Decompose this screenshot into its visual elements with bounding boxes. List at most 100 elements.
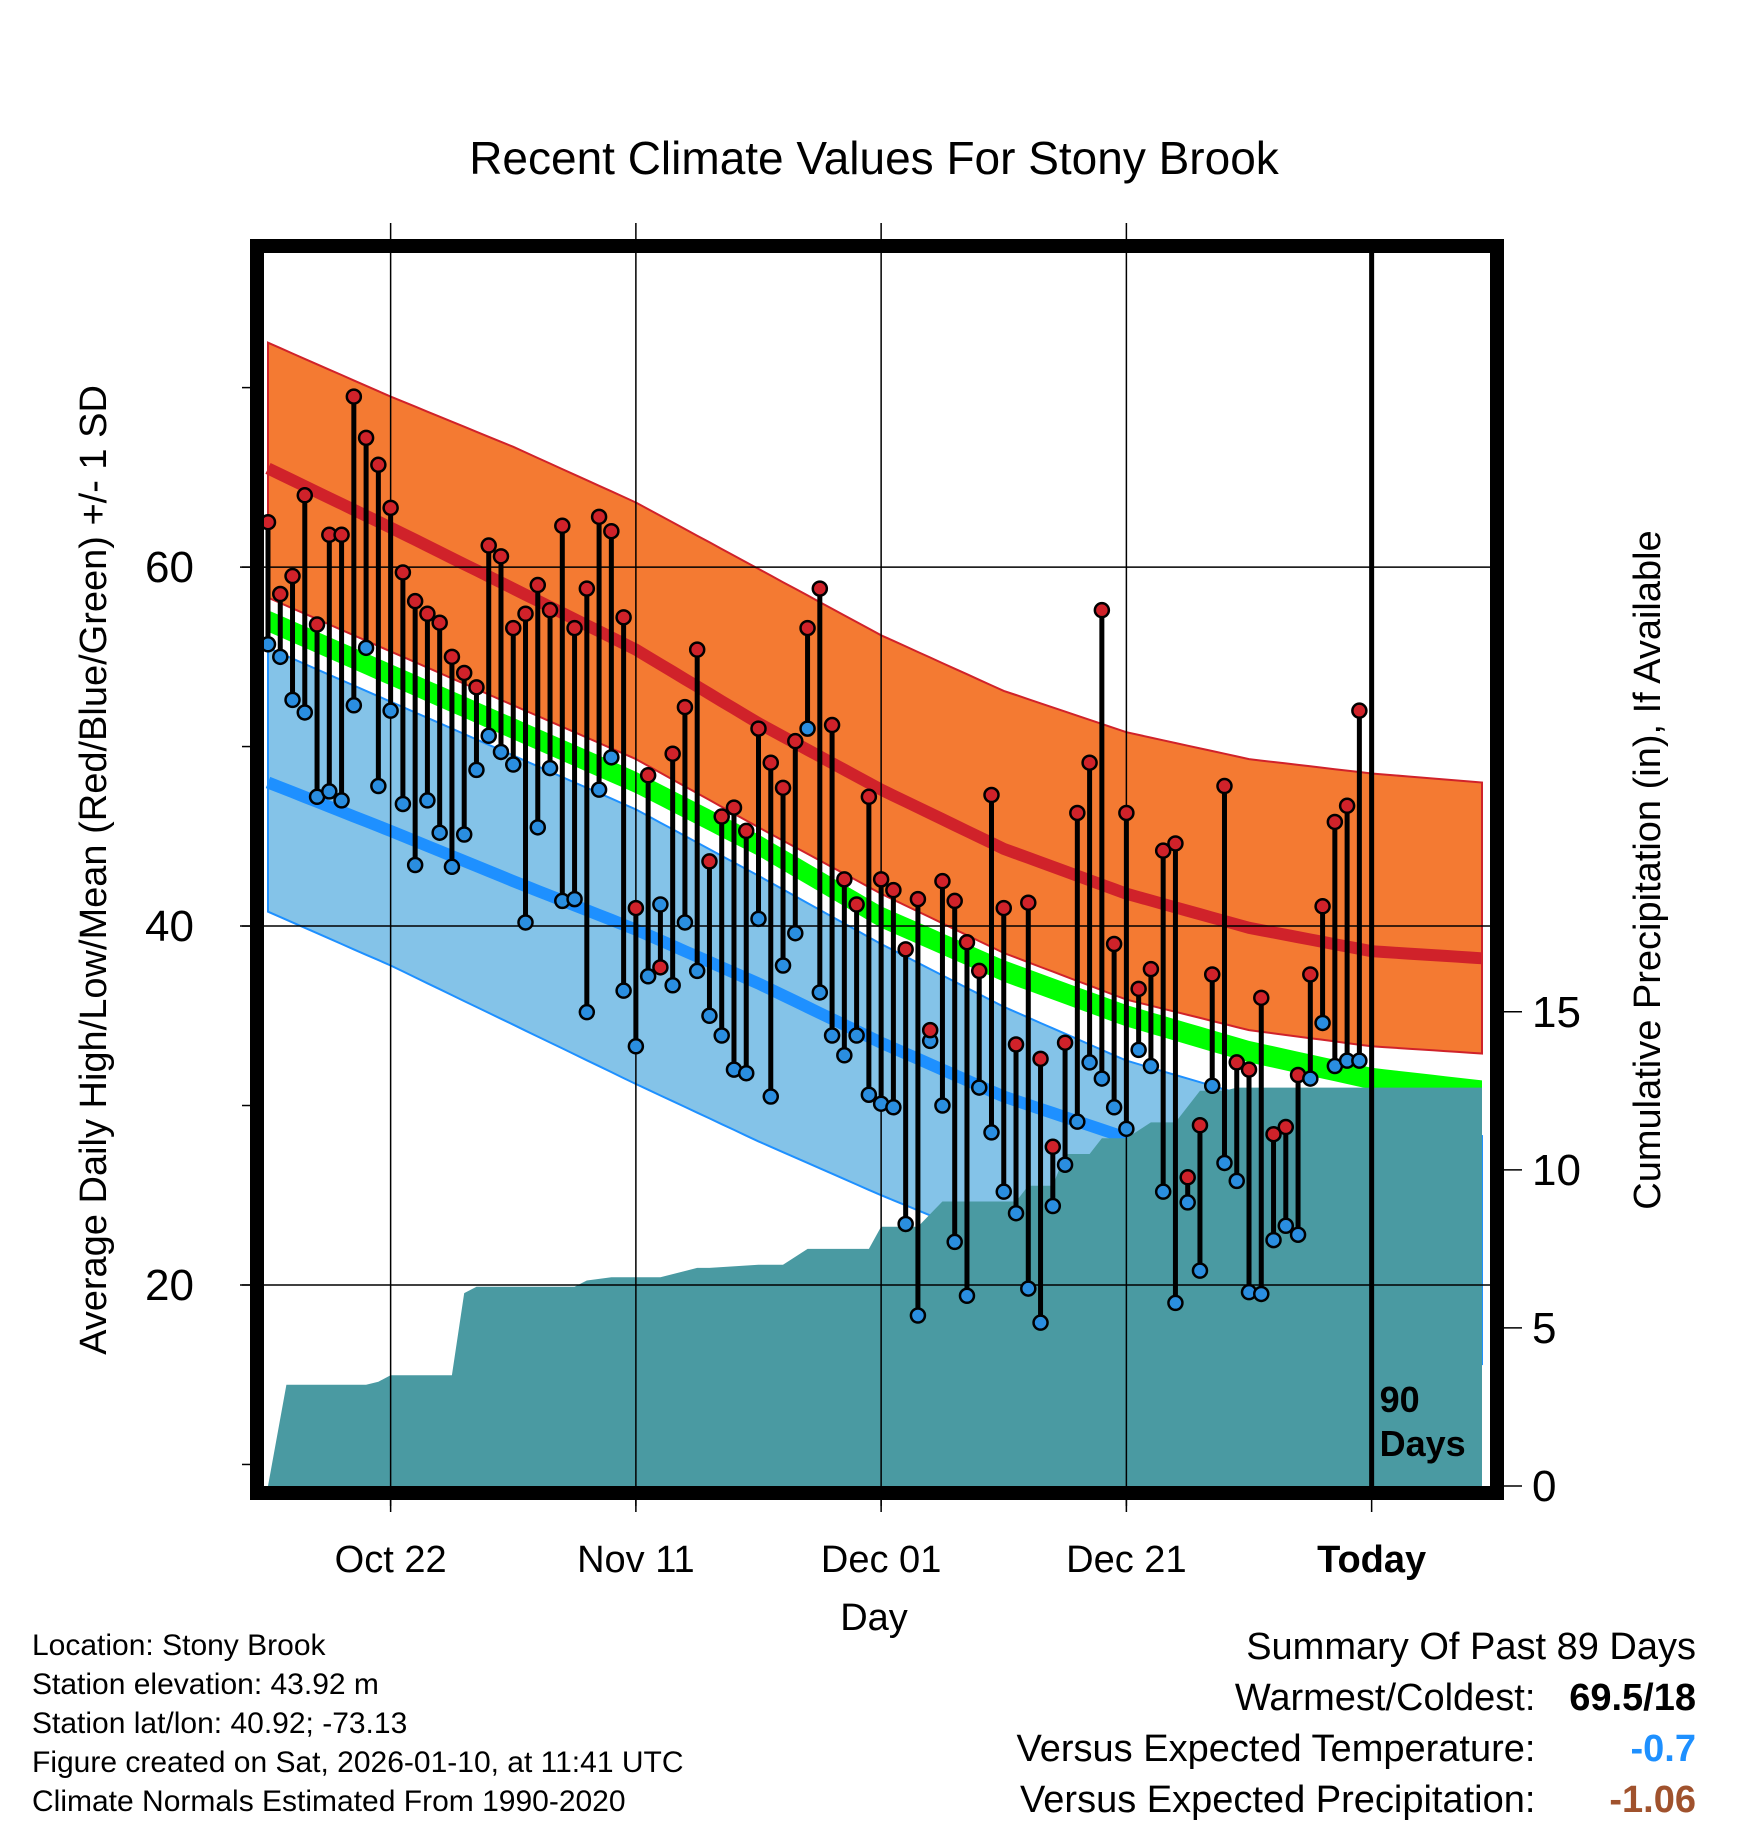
observed-low-point — [688, 962, 706, 980]
observed-high-point — [419, 605, 436, 622]
observed-high-point — [333, 526, 350, 544]
info-elevation: Station elevation: 43.92 m — [32, 1668, 379, 1701]
observed-high-point — [909, 890, 927, 908]
observed-low-point — [1289, 1226, 1307, 1243]
y-left-tick-label: 60 — [145, 543, 194, 592]
y-right-tick-label: 10 — [1532, 1146, 1581, 1195]
observed-high-point — [872, 871, 890, 888]
observed-high-point — [468, 679, 485, 696]
observed-high-point — [1007, 1036, 1025, 1053]
observed-high-point — [517, 605, 534, 622]
y-gridlines — [240, 566, 1490, 1286]
observed-high-point — [1130, 980, 1147, 998]
observed-low-point — [443, 858, 461, 876]
observed-low-point — [1081, 1054, 1098, 1071]
observed-high-point — [455, 664, 473, 682]
observed-low-point — [762, 1088, 780, 1105]
observed-high-point — [811, 580, 829, 597]
summary-precip: Versus Expected Precipitation: -1.06 — [1017, 1775, 1696, 1826]
observed-low-point — [1093, 1070, 1111, 1087]
x-tick-label: Nov 11 — [577, 1539, 695, 1581]
observed-high-point — [1020, 894, 1037, 911]
observed-high-point — [737, 822, 755, 840]
observed-low-point — [357, 639, 375, 657]
x-axis: Oct 22 Nov 11 Dec 01 Dec 21 Today — [335, 1492, 1426, 1581]
observed-low-point — [1118, 1120, 1135, 1138]
observed-high-point — [382, 499, 399, 517]
observed-low-point — [958, 1287, 976, 1305]
y-right-tick-label: 0 — [1532, 1462, 1556, 1511]
observed-high-point — [590, 508, 608, 526]
observed-low-point — [1056, 1156, 1074, 1173]
high-sd-band — [267, 341, 1483, 1055]
observed-high-point — [946, 892, 963, 910]
x-tick-label: Today — [1317, 1539, 1426, 1581]
observed-low-point — [995, 1183, 1013, 1200]
observed-low-point — [1265, 1231, 1282, 1249]
x-tick-label: Dec 21 — [1066, 1539, 1186, 1581]
observed-low-point — [1351, 1052, 1368, 1069]
y-right-tick-label: 15 — [1532, 988, 1581, 1037]
observed-low-point — [370, 777, 387, 795]
summary-warm-cold: Warmest/Coldest: 69.5/18 — [1017, 1673, 1696, 1724]
precip-value: -1.06 — [1609, 1779, 1696, 1821]
observed-low-point — [382, 702, 399, 719]
observed-high-point — [701, 853, 718, 870]
observed-high-point — [566, 619, 583, 637]
observed-high-point — [897, 941, 914, 958]
observed-low-point — [1191, 1262, 1209, 1279]
observed-low-point — [983, 1124, 1000, 1141]
observed-low-point — [652, 896, 669, 913]
observed-low-point — [615, 982, 632, 999]
observed-high-point — [1179, 1169, 1196, 1186]
x-tick-label: Dec 01 — [821, 1539, 941, 1581]
observed-high-point — [774, 779, 792, 797]
observed-high-point — [1314, 898, 1331, 915]
observed-high-point — [848, 896, 865, 913]
station-info: Location: Stony Brook Station elevation:… — [32, 1626, 684, 1821]
observed-high-point — [921, 1021, 939, 1039]
observed-high-point — [787, 732, 804, 750]
temp-value: -0.7 — [1630, 1728, 1696, 1770]
observed-low-point — [394, 795, 412, 813]
observed-low-point — [333, 792, 350, 809]
observed-low-point — [590, 781, 608, 798]
observed-high-point — [1203, 966, 1221, 983]
observed-high-point — [934, 872, 951, 890]
observed-high-point — [823, 716, 841, 734]
summary-panel: Summary Of Past 89 Days Warmest/Coldest:… — [1017, 1622, 1696, 1826]
x-axis-label: Day — [840, 1597, 908, 1639]
observed-low-point — [664, 977, 681, 994]
observed-low-point — [1277, 1217, 1295, 1235]
observed-low-point — [1020, 1280, 1037, 1297]
observed-low-point — [1032, 1314, 1049, 1331]
observed-high-point — [308, 616, 326, 633]
warm-cold-label: Warmest/Coldest: — [1234, 1677, 1536, 1719]
observed-low-point — [578, 1003, 596, 1021]
observed-high-point — [725, 799, 743, 816]
observed-low-point — [1167, 1294, 1184, 1312]
observed-high-point — [603, 522, 620, 540]
observed-low-point — [639, 968, 657, 985]
observed-low-point — [946, 1233, 963, 1251]
observed-high-point — [1302, 966, 1319, 983]
warm-cold-value: 69.5/18 — [1569, 1677, 1696, 1719]
observed-low-point — [345, 697, 363, 714]
summary-heading: Summary Of Past 89 Days — [1246, 1626, 1696, 1668]
observed-low-point — [897, 1215, 914, 1233]
observed-high-point — [1326, 813, 1344, 831]
observed-low-point — [860, 1086, 878, 1103]
temp-label: Versus Expected Temperature: — [1016, 1728, 1536, 1770]
observed-high-point — [296, 487, 314, 504]
observed-high-point — [480, 537, 497, 554]
observed-high-point — [1032, 1050, 1049, 1068]
observed-high-point — [1277, 1118, 1295, 1136]
observed-low-point — [701, 1007, 718, 1025]
observed-high-point — [664, 745, 681, 762]
observed-low-point — [1228, 1172, 1245, 1190]
observed-high-point — [688, 641, 706, 658]
observed-low-point — [713, 1027, 730, 1044]
info-created: Figure created on Sat, 2026-01-10, at 11… — [32, 1746, 684, 1779]
observed-low-point — [566, 890, 583, 908]
precip-label: Versus Expected Precipitation: — [1020, 1779, 1536, 1821]
